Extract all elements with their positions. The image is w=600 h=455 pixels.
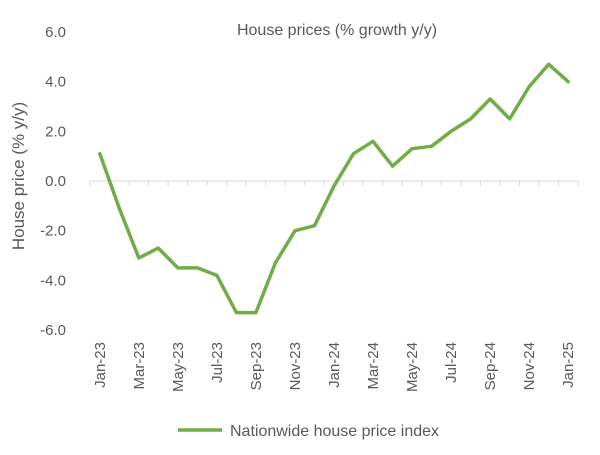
data-point (234, 311, 238, 315)
legend: Nationwide house price index (178, 423, 439, 440)
data-point (527, 85, 531, 89)
data-point (332, 184, 336, 188)
chart-title: House prices (% growth y/y) (237, 22, 437, 39)
series-line (98, 62, 570, 315)
y-axis-title: House price (% y/y) (9, 102, 28, 250)
data-point (391, 164, 395, 168)
data-point (117, 206, 121, 210)
data-point (352, 152, 355, 156)
data-point (293, 229, 297, 233)
data-point (449, 129, 453, 133)
data-point (566, 80, 570, 84)
data-point (410, 147, 414, 151)
data-point (547, 62, 551, 66)
y-tick-label: 0.0 (45, 173, 66, 190)
data-point (254, 311, 258, 315)
data-point (469, 117, 473, 121)
x-tick-label: Jan-25 (560, 342, 577, 388)
x-tick-label: Sep-24 (482, 342, 499, 390)
x-tick-label: May-23 (170, 342, 187, 392)
x-tick-label: Sep-23 (248, 342, 265, 390)
plot-area (98, 62, 570, 315)
data-point (98, 152, 102, 156)
x-tick-label: Jan-23 (92, 342, 109, 388)
y-tick-label: 2.0 (45, 123, 66, 140)
data-point (137, 256, 141, 260)
x-tick-label: Nov-23 (287, 342, 304, 390)
x-axis: Jan-23 Mar-23 May-23 Jul-23 Sep-23 Nov-23 Jan-… (89, 181, 579, 392)
y-tick-label: -6.0 (40, 322, 66, 339)
data-point (215, 273, 219, 277)
y-axis: 6.0 4.0 2.0 0.0 -2.0 -4.0 -6.0 (40, 24, 66, 339)
x-tick-label: Nov-24 (521, 342, 538, 390)
x-tick-label: Jan-24 (326, 342, 343, 388)
x-tick-label: Mar-23 (131, 342, 148, 390)
x-tick-label: Jul-24 (443, 342, 460, 383)
data-point (371, 139, 375, 143)
data-point (488, 97, 492, 101)
data-point (273, 261, 277, 265)
data-point (508, 117, 512, 121)
x-tick-label: May-24 (404, 342, 421, 392)
y-tick-label: 4.0 (45, 74, 66, 91)
y-tick-label: -4.0 (40, 272, 66, 289)
data-point (156, 246, 160, 250)
data-point (195, 266, 199, 270)
data-point (430, 144, 434, 148)
y-tick-label: -2.0 (40, 223, 66, 240)
legend-label: Nationwide house price index (230, 423, 439, 440)
x-tick-label: Mar-24 (365, 342, 382, 390)
y-tick-label: 6.0 (45, 24, 66, 41)
data-point (313, 224, 316, 228)
data-point (176, 266, 180, 270)
x-tick-label: Jul-23 (209, 342, 226, 383)
